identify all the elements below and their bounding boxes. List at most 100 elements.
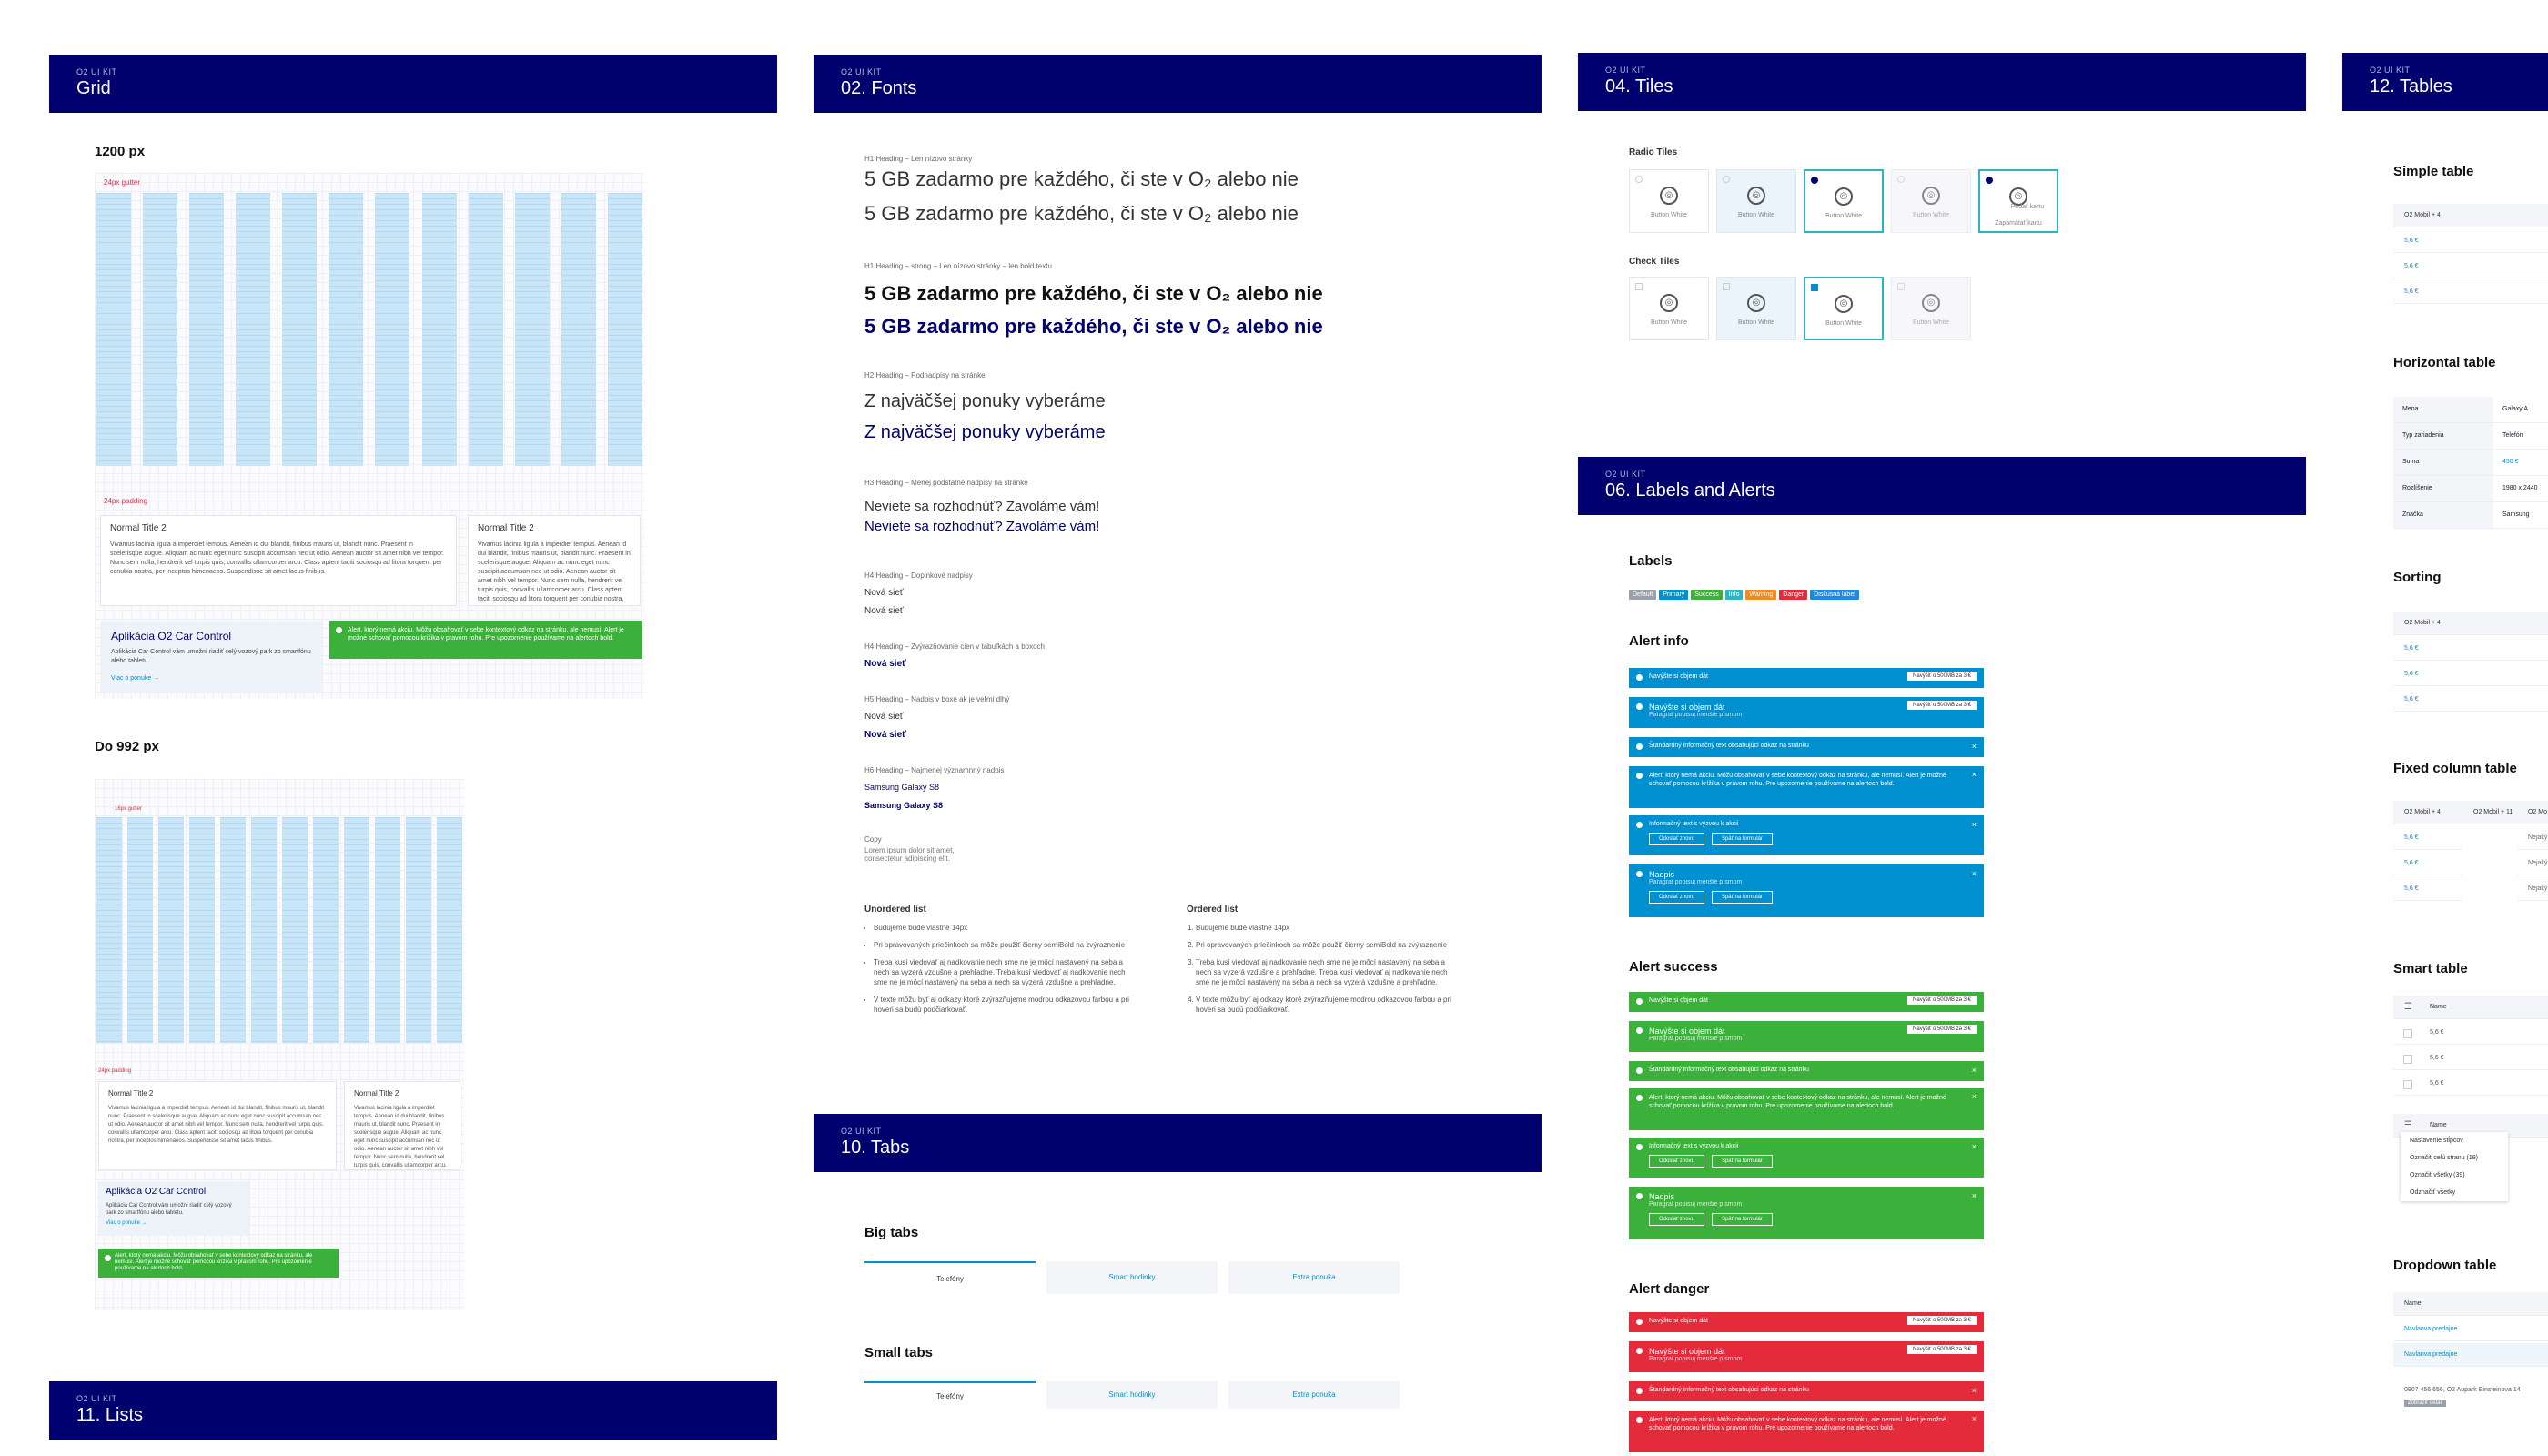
menu-item[interactable]: Označiť celú stranu (19) — [2410, 1155, 2478, 1161]
table-row[interactable]: 5,6 € — [2393, 1021, 2548, 1045]
radio-tile[interactable]: ◎ Button White — [1804, 169, 1884, 233]
list-item: Pri opravovaných priečinkoch sa môže pou… — [874, 940, 1138, 950]
gutter-label: 24px gutter — [104, 178, 141, 187]
alert-action-button[interactable]: Navýšiť o 500MB za 3 € — [1907, 672, 1977, 681]
menu-item[interactable]: Odznačiť všetky — [2410, 1189, 2456, 1196]
radio-tile[interactable]: ◎ Button White — [1716, 169, 1796, 233]
close-icon[interactable]: × — [1971, 1142, 1977, 1151]
resend-button[interactable]: Odoslať znovu — [1649, 891, 1704, 904]
alert-sub: Paragraf popisuj menšie písmom — [1649, 1036, 1743, 1042]
resend-button[interactable]: Odoslať znovu — [1649, 833, 1704, 845]
font-label: H3 Heading – Menej podstatné nadpisy na … — [864, 479, 1028, 487]
radio-tile[interactable]: ◎ Button White — [1629, 169, 1709, 233]
radio-tile[interactable]: ◎ Pridať kartu Zapamätať kartu — [1978, 169, 2058, 233]
back-to-form-button[interactable]: Späť na formulár — [1711, 1155, 1773, 1168]
table-row[interactable]: Navlanva predajne — [2393, 1343, 2548, 1367]
close-icon[interactable]: × — [1971, 869, 1977, 878]
row-checkbox[interactable] — [2403, 1029, 2412, 1038]
section-title: 04. Tiles — [1605, 76, 1673, 96]
copy-example: Lorem ipsum dolor sit amet, consectetur … — [864, 846, 955, 863]
section-banner-tabs: O2 UI KIT 10. Tabs — [814, 1114, 1542, 1172]
check-tile[interactable]: ◎ Button White — [1804, 277, 1884, 340]
label-tags: Default Primary Success Info Warning Danger Di… — [1629, 584, 1862, 601]
table-row[interactable]: 5,6 € — [2393, 1072, 2548, 1096]
check-tile[interactable]: ◎ Button White — [1629, 277, 1709, 340]
alert-info: Štandardný informačný text obsahujúci od… — [1629, 737, 1984, 757]
table-row[interactable]: 5,6 € — [2393, 852, 2462, 875]
remember-card-label[interactable]: Zapamätať kartu — [1995, 220, 2042, 227]
alert-text: Alert, ktorý nemá akciu. Môžu obsahovať … — [1649, 773, 1946, 787]
table-row[interactable]: 5,6 € — [2393, 662, 2548, 686]
tab-smart-watches[interactable]: Smart hodinky — [1046, 1381, 1218, 1409]
alert-action-button[interactable]: Navýšiť o 500MB za 3 € — [1907, 1025, 1977, 1034]
app-link[interactable]: Viac o ponuke → — [106, 1220, 147, 1226]
list-item: Treba kusí viedovať aj nadkovanie nech s… — [874, 957, 1138, 987]
close-icon[interactable]: × — [1971, 742, 1977, 751]
close-icon[interactable]: × — [1971, 1386, 1977, 1395]
radio-tile[interactable]: ◎ Button White — [1891, 169, 1971, 233]
table-row[interactable]: 5,6 € — [2393, 688, 2548, 712]
close-icon[interactable]: × — [1971, 1066, 1977, 1075]
close-icon[interactable]: × — [1971, 820, 1977, 829]
table-row[interactable]: 5,6 € — [2393, 637, 2548, 661]
grid-success-alert: Alert, ktorý nemá akciu. Môžu obsahovať … — [98, 1249, 339, 1278]
menu-item[interactable]: Označiť všetky (39) — [2410, 1172, 2465, 1178]
check-tile[interactable]: ◎ Button White — [1891, 277, 1971, 340]
app-link[interactable]: Viac o ponuke → — [111, 675, 160, 682]
resend-button[interactable]: Odoslať znovu — [1649, 1155, 1704, 1168]
fingerprint-icon: ◎ — [2009, 187, 2027, 206]
tab-phones[interactable]: Telefóny — [864, 1261, 1036, 1296]
table-header[interactable]: O2 Mobil + 4 — [2393, 612, 2548, 635]
table-row[interactable]: 5,6 € — [2393, 877, 2462, 901]
table-cell: Nejaký — [2517, 877, 2548, 901]
alert-action-button[interactable]: Navýšiť o 500MB za 3 € — [1907, 996, 1977, 1005]
big-tabs-title: Big tabs — [864, 1225, 919, 1240]
close-icon[interactable]: × — [1971, 1414, 1977, 1423]
table-row: Suma 450 € — [2393, 450, 2548, 476]
back-to-form-button[interactable]: Späť na formulár — [1711, 1213, 1773, 1226]
alert-danger: Navýšte si objem dát Paragraf popisuj men… — [1629, 1341, 1984, 1372]
menu-icon[interactable]: ☰ — [2404, 1002, 2412, 1012]
tile-label: Pridať kartu — [2010, 204, 2045, 210]
alert-success: Nadpis Paragraf popisuj menšie písmom × Odo… — [1629, 1187, 1984, 1239]
tab-phones[interactable]: Telefóny — [864, 1381, 1036, 1410]
smart-table-title: Smart table — [2393, 961, 2468, 976]
grid-card: Normal Title 2 Vivamus lacinia ligula a … — [98, 1081, 337, 1170]
row-key: Mena — [2393, 397, 2493, 422]
alert-title: Navýšte si objem dát — [1649, 1347, 1725, 1356]
fixed-column-title: Fixed column table — [2393, 761, 2517, 776]
back-to-form-button[interactable]: Späť na formulár — [1711, 833, 1773, 845]
table-row[interactable]: 5,6 € — [2393, 255, 2548, 278]
menu-icon[interactable]: ☰ — [2404, 1120, 2412, 1130]
table-row[interactable]: 5,6 € — [2393, 280, 2548, 304]
h1-strong-example-navy: 5 GB zadarmo pre každého, či ste v O₂ al… — [864, 315, 1323, 338]
row-checkbox[interactable] — [2403, 1080, 2412, 1089]
close-icon[interactable]: × — [1971, 1092, 1977, 1101]
close-icon[interactable]: × — [1971, 1191, 1977, 1200]
alert-action-button[interactable]: Navýšiť o 500MB za 3 € — [1907, 1345, 1977, 1354]
resend-button[interactable]: Odoslať znovu — [1649, 1213, 1704, 1226]
tab-extra-offer[interactable]: Extra ponuka — [1228, 1261, 1400, 1294]
sorting-title: Sorting — [2393, 570, 2442, 585]
alert-info: Informačný text s výzvou k akcii × Odoslať… — [1629, 815, 1984, 855]
app-text: Aplikácia Car Control vám umožní riadiť … — [106, 1203, 232, 1216]
table-row[interactable]: 5,6 € — [2393, 1046, 2548, 1070]
check-tile[interactable]: ◎ Button White — [1716, 277, 1796, 340]
alert-action-button[interactable]: Navýšiť o 500MB za 3 € — [1907, 701, 1977, 710]
h2-example-navy: Z najväčšej ponuky vyberáme — [864, 422, 1106, 442]
alert-text: Štandardný informačný text obsahujúci od… — [1649, 1067, 1809, 1073]
row-checkbox[interactable] — [2403, 1055, 2412, 1064]
tag-discussion: Diskusná label — [1810, 590, 1859, 600]
table-row[interactable]: Navlanva predajne — [2393, 1318, 2548, 1341]
alert-action-button[interactable]: Navýšiť o 500MB za 3 € — [1907, 1316, 1977, 1325]
table-row[interactable]: 5,6 € — [2393, 826, 2462, 850]
detail-badge[interactable]: Zobraziť detail — [2404, 1400, 2447, 1407]
tab-extra-offer[interactable]: Extra ponuka — [1228, 1381, 1400, 1409]
tab-smart-watches[interactable]: Smart hodinky — [1046, 1261, 1218, 1294]
table-row[interactable]: 5,6 € — [2393, 229, 2548, 253]
close-icon[interactable]: × — [1971, 770, 1977, 779]
tile-label: Button White — [1825, 213, 1863, 219]
menu-item[interactable]: Nastavenie stĺpcov — [2410, 1138, 2463, 1144]
back-to-form-button[interactable]: Späť na formulár — [1711, 891, 1773, 904]
table-header: O2 Mo — [2517, 801, 2548, 824]
